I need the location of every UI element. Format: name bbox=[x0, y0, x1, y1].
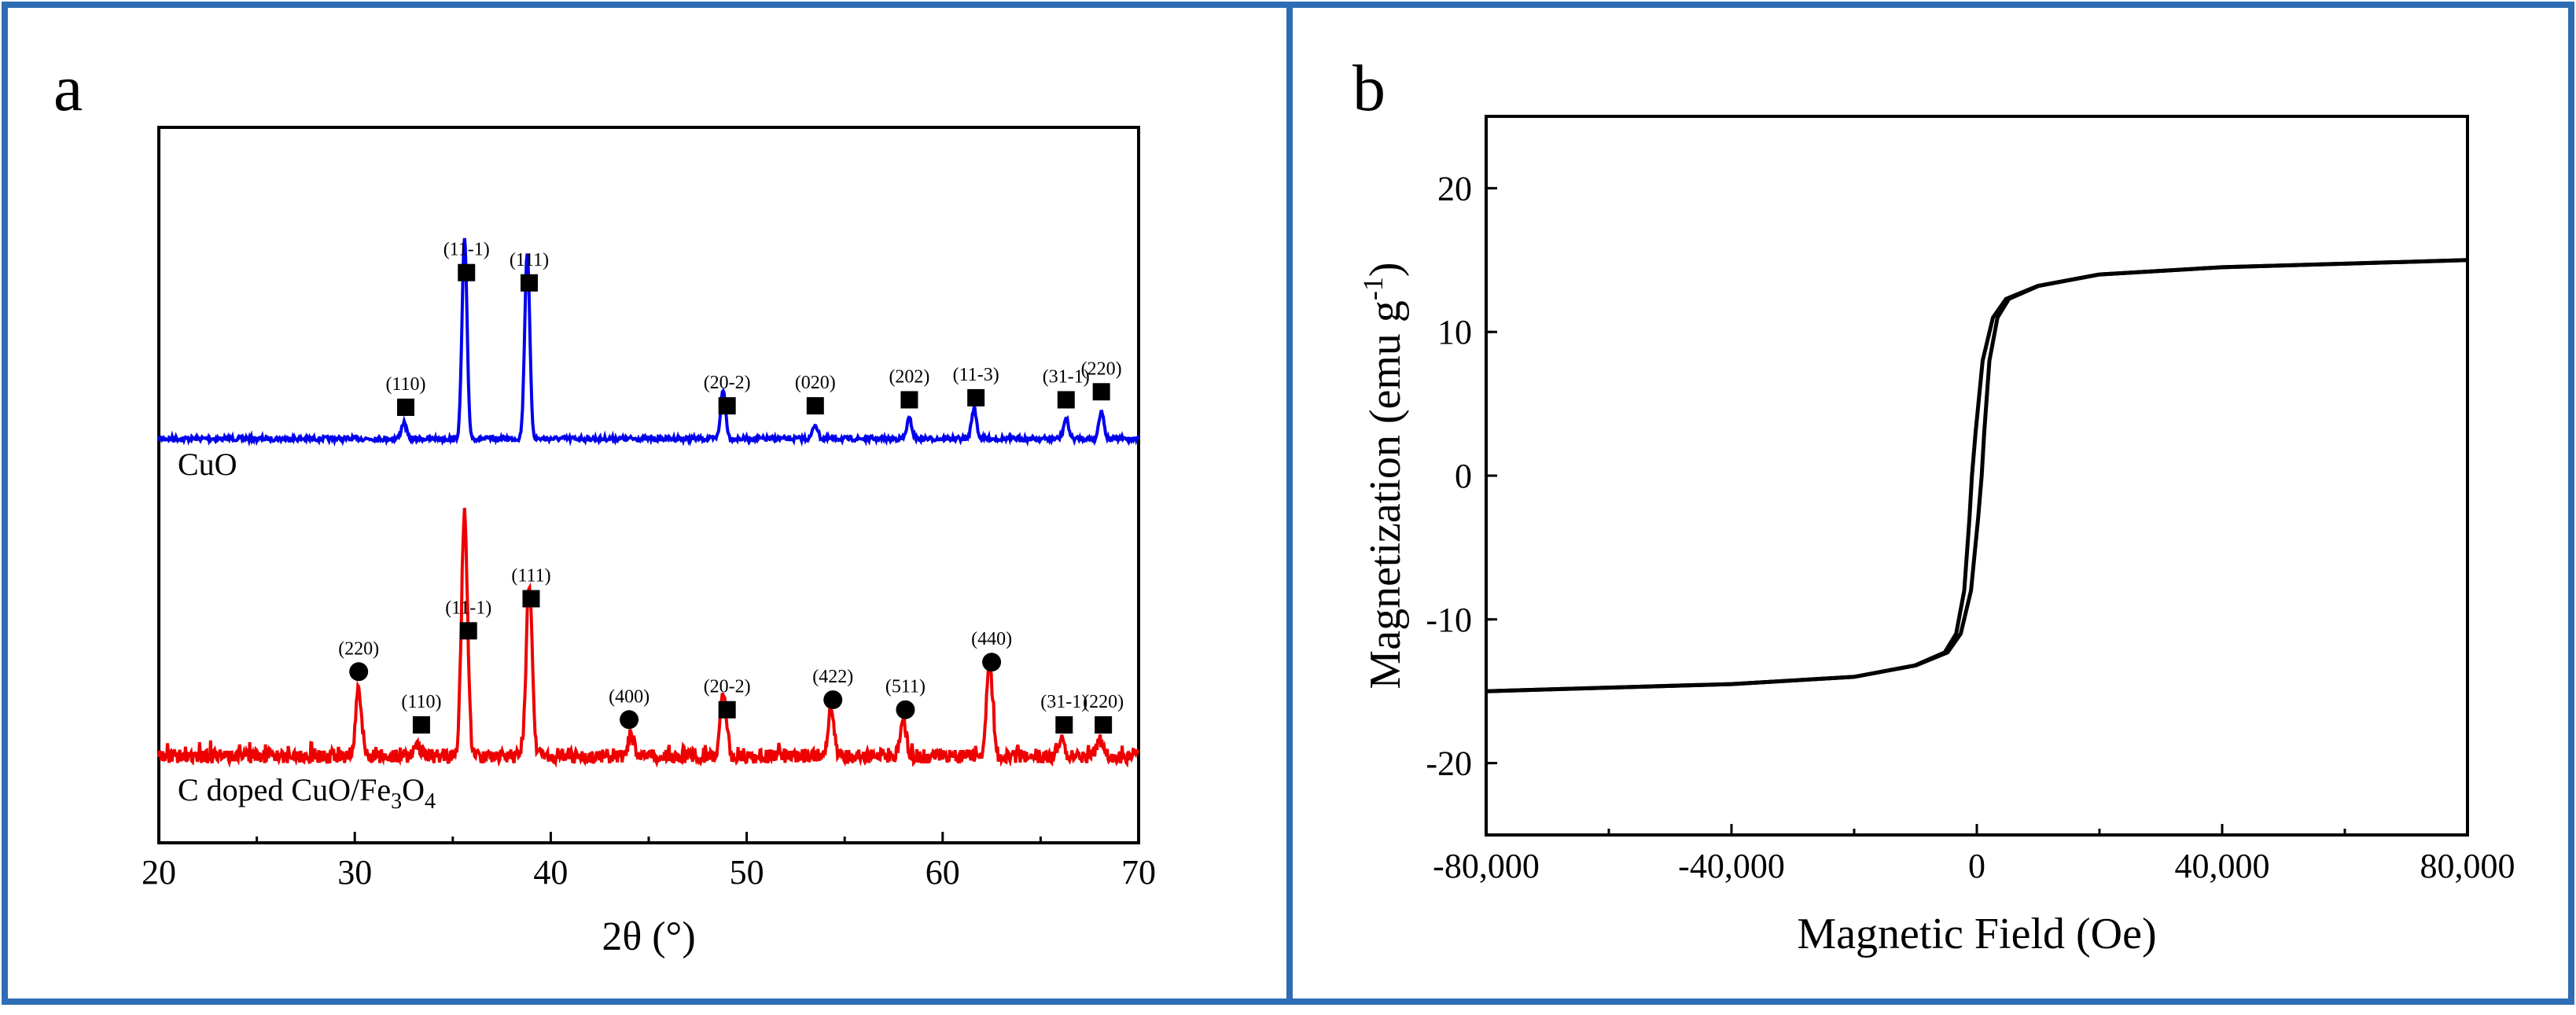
peak-label: (31-1) bbox=[1040, 692, 1087, 712]
mag-y-tick-label: 10 bbox=[1437, 313, 1472, 351]
circle-marker bbox=[349, 662, 369, 682]
panel-a-frame bbox=[2, 2, 1293, 1005]
peak-label: (11-1) bbox=[443, 240, 490, 260]
mag-ticks: -80,000 -40,000 0 40,000 80,000 -20 -10 0 10 20 bbox=[1426, 169, 2515, 885]
panel-b-label: b bbox=[1352, 52, 1386, 125]
mag-y-tick-label: -20 bbox=[1426, 745, 1472, 783]
xrd-plot-frame bbox=[157, 126, 1140, 844]
square-marker bbox=[396, 399, 414, 416]
mag-y-axis-label: Magnetization (emu g-1) bbox=[1357, 262, 1410, 689]
mag-x-tick-label: 40,000 bbox=[2175, 847, 2270, 885]
xrd-x-axis-label: 2θ (°) bbox=[602, 914, 695, 959]
mag-x-tick-label: 80,000 bbox=[2420, 847, 2515, 885]
mag-y-tick-label: -10 bbox=[1426, 601, 1472, 639]
square-marker bbox=[412, 716, 430, 734]
peak-label: (220) bbox=[338, 638, 379, 659]
peak-label: (111) bbox=[510, 250, 549, 270]
peak-label: (20-2) bbox=[704, 677, 751, 697]
peak-label: (11-1) bbox=[445, 598, 491, 618]
xrd-peak-annotations: (110) (11-1) (111) (20-2) (020) (202) (11-3) (3… bbox=[338, 240, 1124, 734]
square-marker bbox=[718, 701, 736, 719]
circle-marker bbox=[982, 653, 1002, 672]
square-marker bbox=[458, 263, 476, 281]
cuo-series-label: CuO bbox=[178, 447, 237, 482]
circle-marker bbox=[823, 690, 843, 710]
panel-b-frame bbox=[1286, 2, 2574, 1005]
peak-label: (440) bbox=[971, 629, 1012, 649]
panel-a-label: a bbox=[53, 52, 83, 125]
xrd-x-tick-label: 40 bbox=[533, 853, 568, 892]
mag-x-axis-label: Magnetic Field (Oe) bbox=[1797, 910, 2156, 958]
square-marker bbox=[806, 397, 824, 415]
xrd-x-ticks: 20 30 40 50 60 70 bbox=[142, 832, 1156, 892]
xrd-plot: 20 30 40 50 60 70 (110) (11-1) (111) (20-2) (020)… bbox=[142, 126, 1156, 959]
xrd-x-tick-label: 30 bbox=[337, 853, 372, 892]
peak-label: (220) bbox=[1081, 359, 1122, 379]
mh-hysteresis-curve bbox=[1485, 258, 2468, 693]
mag-x-tick-label: 0 bbox=[1968, 847, 1985, 885]
square-marker bbox=[1095, 716, 1113, 734]
peak-label: (11-3) bbox=[953, 365, 999, 385]
peak-label: (511) bbox=[885, 677, 926, 697]
doped-series-label: C doped CuO/Fe3O4 bbox=[178, 772, 436, 814]
peak-label: (422) bbox=[812, 667, 853, 687]
doped-label-mid: O bbox=[402, 772, 425, 807]
doped-xrd-curve bbox=[157, 507, 1139, 768]
peak-label: (020) bbox=[795, 373, 836, 393]
square-marker bbox=[718, 397, 736, 415]
square-marker bbox=[459, 622, 477, 640]
doped-label-sub1: 3 bbox=[391, 789, 402, 814]
mag-y-label-sup: -1 bbox=[1357, 277, 1389, 300]
square-marker bbox=[1055, 716, 1073, 734]
circle-marker bbox=[896, 700, 915, 719]
magnetization-plot: -80,000 -40,000 0 40,000 80,000 -20 -10 0 10 20 M… bbox=[1357, 115, 2515, 958]
mh-hysteresis-curve-return bbox=[1485, 258, 2468, 693]
peak-label: (31-1) bbox=[1043, 367, 1090, 388]
square-marker bbox=[967, 388, 985, 406]
peak-label: (220) bbox=[1083, 692, 1124, 712]
mag-x-tick-label: -80,000 bbox=[1433, 847, 1540, 885]
mag-y-tick-label: 0 bbox=[1455, 457, 1472, 495]
doped-label-sub2: 4 bbox=[425, 789, 436, 814]
cuo-xrd-curve bbox=[157, 237, 1140, 447]
square-marker bbox=[1092, 383, 1110, 401]
xrd-x-tick-label: 50 bbox=[730, 853, 764, 892]
xrd-x-tick-label: 70 bbox=[1121, 853, 1156, 892]
peak-label: (202) bbox=[889, 367, 929, 388]
xrd-x-tick-label: 60 bbox=[926, 853, 960, 892]
square-marker bbox=[1057, 391, 1075, 409]
xrd-x-tick-label: 20 bbox=[142, 853, 176, 892]
mag-y-label-main: Magnetization (emu g bbox=[1361, 300, 1410, 690]
peak-label: (110) bbox=[401, 692, 441, 712]
peak-label: (20-2) bbox=[704, 373, 751, 393]
square-marker bbox=[520, 274, 538, 292]
square-marker bbox=[522, 590, 540, 608]
mag-y-tick-label: 20 bbox=[1437, 169, 1472, 208]
peak-label: (110) bbox=[385, 374, 425, 395]
mag-plot-frame bbox=[1485, 115, 2469, 837]
mag-x-tick-label: -40,000 bbox=[1678, 847, 1785, 885]
square-marker bbox=[900, 391, 918, 409]
mag-y-label-end: ) bbox=[1361, 262, 1410, 277]
peak-label: (111) bbox=[511, 566, 550, 587]
peak-label: (400) bbox=[609, 686, 650, 707]
doped-label-main: C doped CuO/Fe bbox=[178, 772, 391, 807]
circle-marker bbox=[620, 710, 639, 730]
